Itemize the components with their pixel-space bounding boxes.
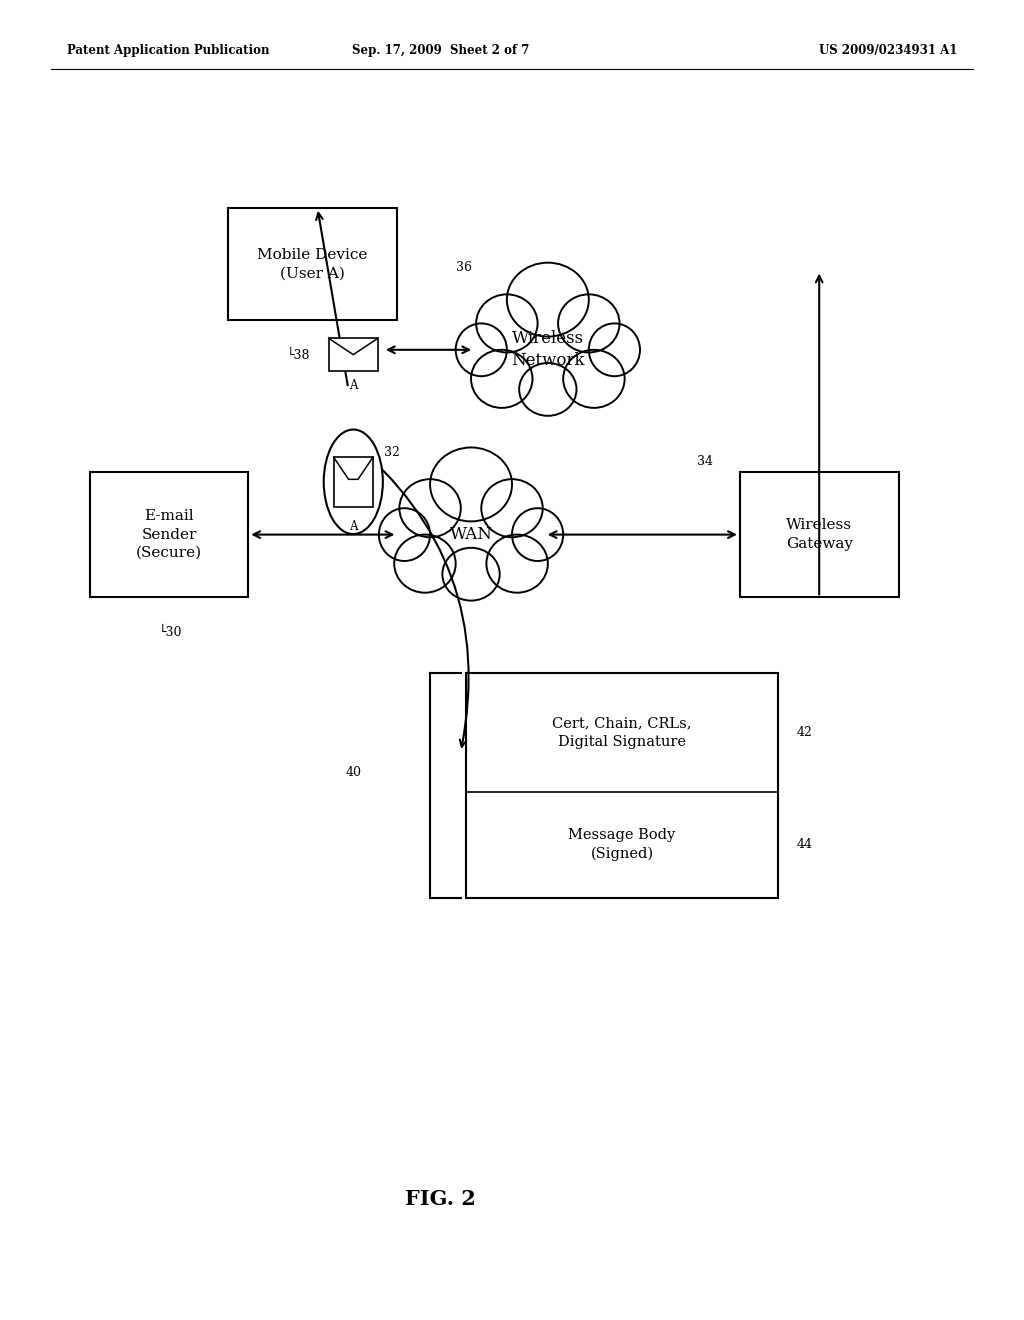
Text: WAN: WAN: [450, 527, 493, 543]
Text: A: A: [349, 520, 357, 533]
Text: Message Body
(Signed): Message Body (Signed): [568, 829, 676, 862]
Text: └30: └30: [159, 627, 182, 639]
Ellipse shape: [507, 263, 589, 337]
Ellipse shape: [558, 294, 620, 352]
Text: Sep. 17, 2009  Sheet 2 of 7: Sep. 17, 2009 Sheet 2 of 7: [351, 44, 529, 57]
Text: E-mail
Sender
(Secure): E-mail Sender (Secure): [136, 510, 202, 560]
Text: 44: 44: [797, 838, 813, 851]
Text: └38: └38: [287, 348, 310, 362]
Text: 40: 40: [345, 766, 361, 779]
Ellipse shape: [589, 323, 640, 376]
Text: FIG. 2: FIG. 2: [404, 1188, 476, 1209]
Text: Wireless
Network: Wireless Network: [511, 330, 585, 370]
Bar: [334, 457, 373, 507]
Ellipse shape: [563, 350, 625, 408]
Ellipse shape: [430, 447, 512, 521]
Ellipse shape: [456, 323, 507, 376]
Ellipse shape: [519, 363, 577, 416]
Text: Patent Application Publication: Patent Application Publication: [67, 44, 269, 57]
Ellipse shape: [442, 548, 500, 601]
Ellipse shape: [486, 535, 548, 593]
Ellipse shape: [476, 294, 538, 352]
Ellipse shape: [481, 479, 543, 537]
Bar: [90, 473, 248, 597]
Bar: [739, 473, 899, 597]
Text: Wireless
Gateway: Wireless Gateway: [785, 519, 853, 550]
Ellipse shape: [399, 479, 461, 537]
Ellipse shape: [379, 508, 430, 561]
Text: Cert, Chain, CRLs,
Digital Signature: Cert, Chain, CRLs, Digital Signature: [552, 717, 692, 748]
Text: US 2009/0234931 A1: US 2009/0234931 A1: [819, 44, 957, 57]
Bar: [227, 207, 396, 319]
Text: 36: 36: [456, 261, 472, 275]
Text: 34: 34: [696, 455, 713, 467]
Ellipse shape: [394, 535, 456, 593]
Text: 32: 32: [384, 446, 400, 459]
Text: A: A: [349, 379, 357, 392]
Bar: [329, 338, 378, 371]
Ellipse shape: [512, 508, 563, 561]
Bar: [466, 673, 778, 898]
Ellipse shape: [324, 429, 383, 535]
Text: Mobile Device
(User A): Mobile Device (User A): [257, 248, 368, 280]
Ellipse shape: [471, 350, 532, 408]
Text: 42: 42: [797, 726, 813, 739]
